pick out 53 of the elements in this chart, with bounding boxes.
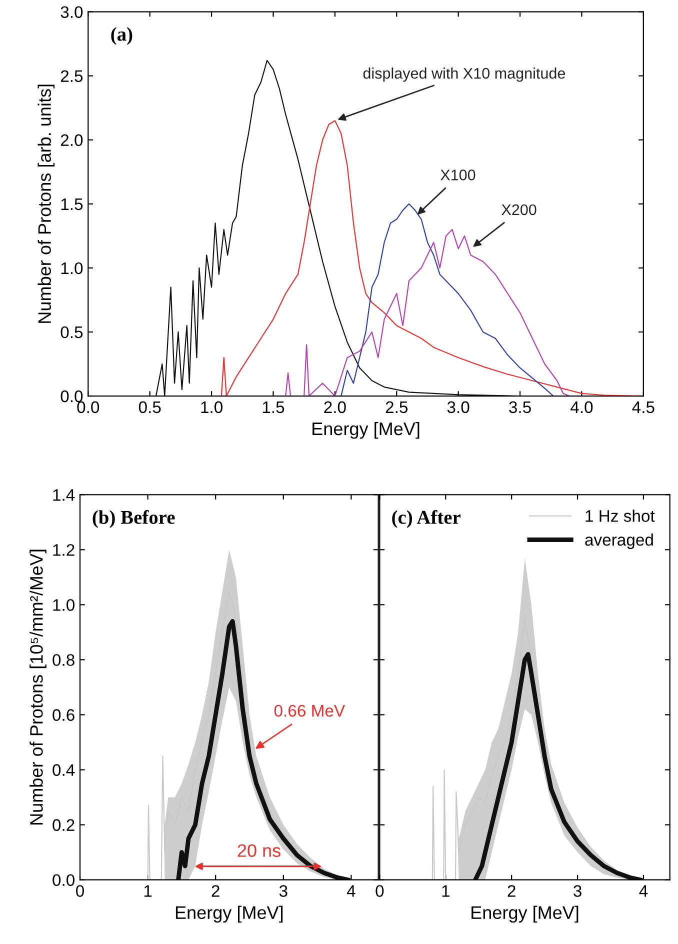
x-axis-title: Energy [MeV]: [472, 906, 578, 923]
x-tick-label: 4.5: [632, 401, 654, 414]
y-axis-title: Number of Protons [arb. units]: [38, 84, 55, 323]
y-tick-label: 0.5: [60, 326, 83, 338]
y-tick-label: 1.4: [53, 489, 75, 501]
annotation: displayed with X10 magnitude: [363, 68, 566, 82]
y-tick-label: 1.2: [53, 544, 74, 556]
y-tick-label: 3.0: [60, 6, 83, 18]
y-axis-title: Number of Protons [10⁵/mm²/MeV]: [30, 550, 46, 824]
line-series: [176, 618, 350, 880]
x-tick-label: 4: [346, 885, 356, 897]
y-tick-label: 0.2: [52, 819, 74, 831]
y-tick-label: 0.0: [52, 874, 74, 886]
x-tick-label: 2: [212, 885, 220, 897]
annotation: 0.66 MeV: [274, 704, 345, 717]
y-tick-label: 0.4: [52, 764, 75, 776]
legend-label: averaged: [585, 534, 653, 550]
y-tick-label: 2.0: [60, 134, 83, 146]
x-tick-label: 1: [442, 885, 450, 897]
y-tick-label: 0.6: [52, 709, 74, 721]
x-tick-label: 3: [574, 885, 582, 897]
annotation: 20 ns: [238, 844, 280, 857]
y-tick-label: 0.0: [60, 390, 83, 402]
y-tick-label: 1.0: [53, 599, 74, 611]
y-tick-label: 1.0: [61, 262, 83, 274]
x-tick-label: 3.0: [447, 401, 470, 414]
x-tick-label: 4.0: [570, 401, 593, 414]
x-tick-label: 1.0: [201, 401, 222, 414]
x-axis-title: Energy [MeV]: [176, 906, 283, 923]
x-tick-label: 2: [508, 885, 516, 897]
x-tick-label: 4: [639, 885, 648, 897]
x-axis-title: Energy [MeV]: [312, 422, 420, 439]
x-tick-label: 0.5: [138, 401, 161, 414]
annotation: X200: [502, 204, 536, 216]
text: (b) Before: [92, 510, 175, 528]
x-tick-label: 0.0: [77, 401, 100, 414]
x-tick-label: 2.5: [386, 401, 408, 414]
line-series: [285, 228, 570, 396]
legend-label: 1 Hz shot: [586, 510, 655, 522]
y-tick-label: 2.5: [60, 70, 83, 82]
x-tick-label: 3: [279, 885, 288, 897]
x-tick-label: 1.5: [262, 401, 284, 414]
x-tick-label: 2.0: [324, 401, 346, 414]
y-tick-label: 0.8: [52, 654, 74, 666]
text: (a): [111, 27, 132, 45]
line-series: [340, 203, 554, 396]
x-tick-label: 3.5: [509, 401, 531, 414]
x-tick-label: 0: [76, 885, 84, 897]
x-tick-label: 0: [376, 885, 384, 897]
y-tick-label: 1.5: [61, 198, 83, 210]
annotation: X100: [440, 170, 476, 180]
text: (c) After: [392, 510, 460, 528]
x-tick-label: 1: [144, 885, 152, 897]
